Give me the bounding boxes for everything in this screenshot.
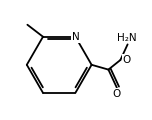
Text: O: O	[113, 89, 121, 99]
Text: O: O	[122, 55, 130, 65]
Text: N: N	[72, 32, 79, 42]
Text: H₂N: H₂N	[117, 33, 136, 43]
